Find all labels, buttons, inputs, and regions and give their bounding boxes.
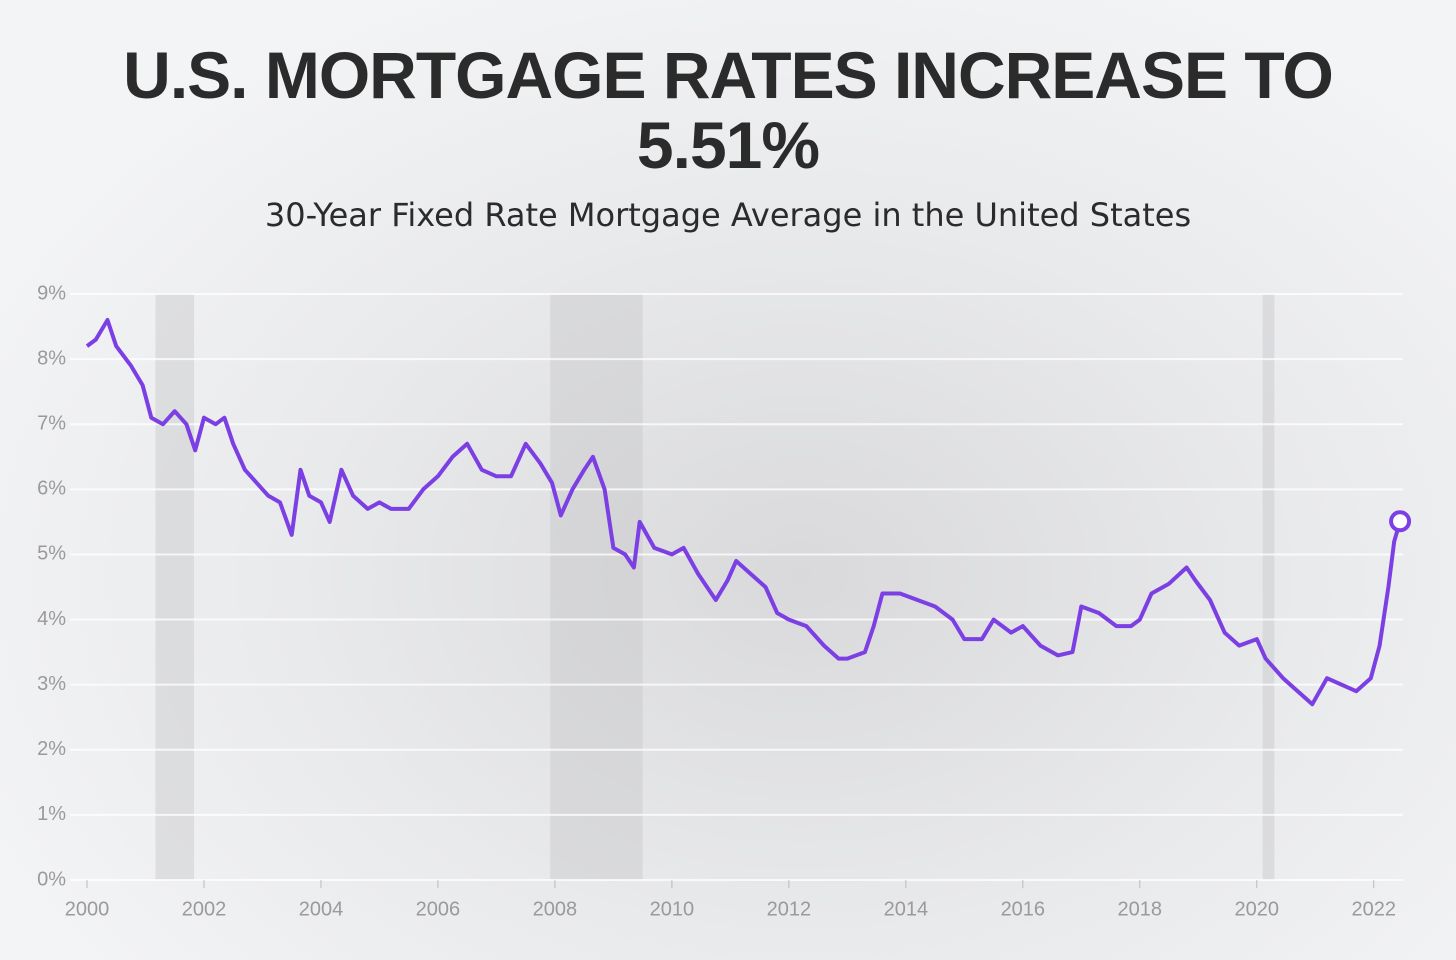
chart-subtitle: 30-Year Fixed Rate Mortgage Average in t… bbox=[264, 196, 1192, 234]
y-tick-label: 9% bbox=[37, 282, 66, 304]
y-tick-label: 3% bbox=[37, 673, 66, 695]
y-tick-label: 6% bbox=[37, 478, 66, 500]
x-tick-label: 2008 bbox=[533, 898, 578, 920]
x-tick-label: 2022 bbox=[1352, 898, 1397, 920]
y-tick-label: 5% bbox=[37, 543, 66, 565]
x-tick-label: 2002 bbox=[182, 898, 227, 920]
x-tick-label: 2018 bbox=[1118, 898, 1163, 920]
x-tick-label: 2012 bbox=[767, 898, 812, 920]
x-tick-label: 2014 bbox=[884, 898, 929, 920]
y-tick-label: 2% bbox=[37, 738, 66, 760]
y-tick-label: 1% bbox=[37, 803, 66, 825]
x-tick-label: 2006 bbox=[416, 898, 461, 920]
recession-band bbox=[550, 294, 643, 880]
recession-band bbox=[155, 294, 195, 880]
y-tick-label: 0% bbox=[37, 868, 66, 890]
latest-point bbox=[1389, 510, 1412, 533]
y-tick-label: 7% bbox=[37, 413, 66, 435]
chart-title: U.S. MORTGAGE RATES INCREASE TO 5.51% bbox=[123, 38, 1334, 182]
x-tick-label: 2020 bbox=[1235, 898, 1280, 920]
y-tick-label: 4% bbox=[37, 608, 66, 630]
recession-band bbox=[1262, 294, 1275, 880]
x-tick-label: 2016 bbox=[1001, 898, 1046, 920]
x-tick-label: 2004 bbox=[299, 898, 344, 920]
x-tick-label: 2000 bbox=[65, 898, 110, 920]
rate-line bbox=[85, 318, 1403, 707]
y-tick-label: 8% bbox=[37, 347, 66, 369]
x-tick-label: 2010 bbox=[650, 898, 695, 920]
